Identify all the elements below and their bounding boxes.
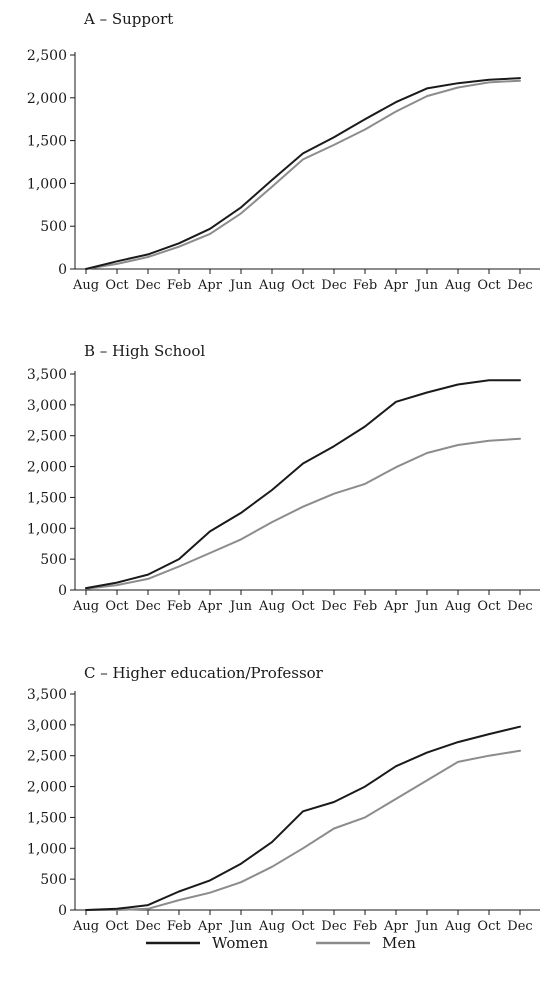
y-tick-label: 2,000: [27, 91, 67, 107]
x-tick-label: Oct: [105, 919, 129, 934]
x-tick-label: Apr: [197, 278, 223, 293]
x-tick-label: Feb: [167, 278, 191, 293]
x-tick-label: Dec: [321, 599, 346, 614]
y-tick-label: 2,000: [27, 780, 67, 796]
y-tick-label: 1,500: [27, 490, 67, 506]
y-tick-label: 1,000: [27, 841, 67, 857]
x-tick-label: Jun: [228, 599, 253, 614]
x-tick-label: Dec: [507, 278, 532, 293]
series-line-women: [85, 725, 521, 911]
x-tick-label: Feb: [167, 919, 191, 934]
x-tick-label: Apr: [383, 278, 409, 293]
legend: Women Men: [146, 934, 416, 952]
panel-title: A – Support: [83, 10, 173, 28]
panel-title: B – High School: [84, 342, 205, 360]
x-tick-label: Apr: [197, 919, 223, 934]
panel-high-school: B – High School 0 500 1,000 1,500 2,000 2,500…: [27, 342, 540, 614]
series-line-women: [85, 379, 521, 590]
y-tick-label: 3,500: [27, 687, 67, 703]
x-tick-label: Aug: [258, 599, 285, 614]
x-tick-label: Jun: [228, 919, 253, 934]
panel-higher-education: C – Higher education/Professor 0 500 1,000…: [27, 664, 540, 934]
y-tick-label: 0: [58, 583, 67, 599]
x-tick-label: Dec: [135, 278, 160, 293]
x-tick-label: Apr: [383, 919, 409, 934]
y-tick-label: 2,000: [27, 460, 67, 476]
x-tick-label: Aug: [258, 278, 285, 293]
x-tick-label: Feb: [167, 599, 191, 614]
x-tick-label: Dec: [321, 919, 346, 934]
x-tick-label: Jun: [414, 599, 439, 614]
x-tick-label: Aug: [444, 599, 471, 614]
y-tick-label: 2,500: [27, 48, 67, 64]
series-line-women: [85, 77, 521, 270]
y-tick-label: 1,000: [27, 521, 67, 537]
y-tick-label: 3,000: [27, 718, 67, 734]
y-tick-label: 1,000: [27, 176, 67, 192]
y-tick-label: 500: [40, 219, 67, 235]
y-tick-label: 2,500: [27, 429, 67, 445]
y-tick-label: 3,500: [27, 367, 67, 383]
y-tick-label: 0: [58, 903, 67, 919]
x-tick-label: Aug: [72, 599, 99, 614]
panel-support: A – Support 0 500 1,000 1,500 2,000 2,500 Aug O…: [27, 10, 540, 293]
x-tick-label: Apr: [197, 599, 223, 614]
legend-label-men: Men: [382, 934, 416, 952]
x-tick-label: Oct: [105, 278, 129, 293]
x-tick-label: Dec: [507, 599, 532, 614]
y-tick-label: 2,500: [27, 749, 67, 765]
x-tick-label: Oct: [291, 278, 315, 293]
x-tick-label: Feb: [353, 919, 377, 934]
x-tick-label: Oct: [477, 919, 501, 934]
x-tick-label: Oct: [291, 919, 315, 934]
x-tick-label: Oct: [477, 599, 501, 614]
x-tick-label: Jun: [228, 278, 253, 293]
x-tick-label: Dec: [135, 919, 160, 934]
y-tick-label: 3,000: [27, 398, 67, 414]
y-tick-label: 0: [58, 262, 67, 278]
x-tick-label: Feb: [353, 599, 377, 614]
x-tick-label: Aug: [444, 919, 471, 934]
x-tick-label: Feb: [353, 278, 377, 293]
series-line-men: [85, 437, 521, 590]
x-tick-label: Aug: [72, 919, 99, 934]
panel-title: C – Higher education/Professor: [84, 664, 324, 682]
x-tick-label: Dec: [507, 919, 532, 934]
x-tick-label: Aug: [444, 278, 471, 293]
x-tick-label: Jun: [414, 919, 439, 934]
y-tick-label: 500: [40, 872, 67, 888]
x-tick-label: Oct: [291, 599, 315, 614]
x-tick-label: Dec: [135, 599, 160, 614]
series-line-men: [85, 79, 521, 270]
x-tick-label: Apr: [383, 599, 409, 614]
x-tick-label: Oct: [477, 278, 501, 293]
y-tick-label: 500: [40, 552, 67, 568]
x-tick-label: Oct: [105, 599, 129, 614]
series-line-men: [85, 749, 521, 911]
x-tick-label: Aug: [72, 278, 99, 293]
x-tick-label: Jun: [414, 278, 439, 293]
y-tick-label: 1,500: [27, 134, 67, 150]
legend-label-women: Women: [212, 934, 269, 952]
x-tick-label: Aug: [258, 919, 285, 934]
x-tick-label: Dec: [321, 278, 346, 293]
y-tick-label: 1,500: [27, 810, 67, 826]
